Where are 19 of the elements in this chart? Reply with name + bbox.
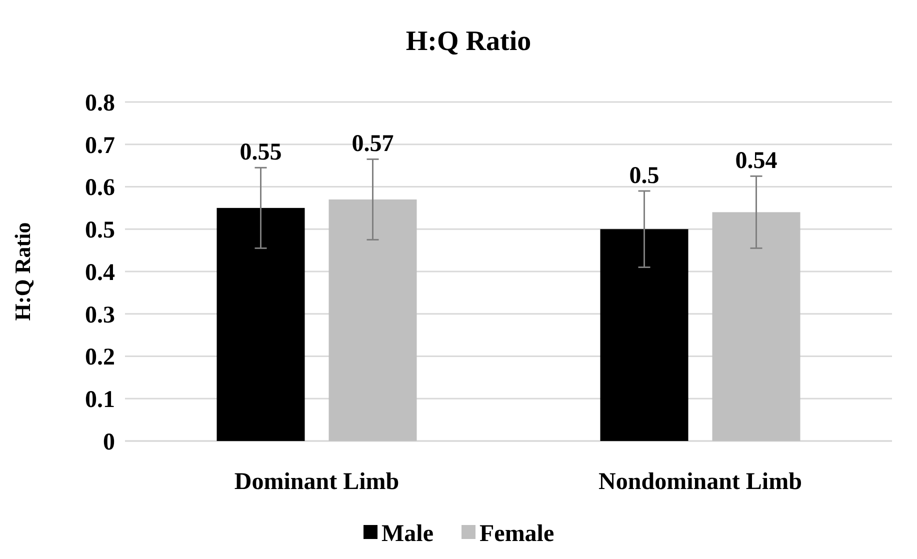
x-tick-label: Nondominant Limb xyxy=(598,469,802,495)
chart-title: H:Q Ratio xyxy=(406,26,532,57)
y-tick-label: 0.5 xyxy=(85,218,115,244)
y-axis-title: H:Q Ratio xyxy=(10,222,35,321)
y-tick-label: 0.1 xyxy=(85,387,115,414)
y-tick-label: 0.3 xyxy=(85,302,115,328)
y-tick-label: 0.7 xyxy=(85,132,115,159)
y-tick-label: 0 xyxy=(103,429,115,456)
y-tick-label: 0.2 xyxy=(85,344,115,371)
y-tick-label: 0.6 xyxy=(85,175,115,202)
legend-label: Female xyxy=(480,521,554,547)
y-tick-label: 0.8 xyxy=(85,90,115,116)
data-label: 0.55 xyxy=(240,140,282,166)
data-label: 0.5 xyxy=(629,162,660,189)
data-label: 0.54 xyxy=(735,148,778,174)
legend-label: Male xyxy=(382,521,434,547)
x-tick-label: Dominant Limb xyxy=(234,469,400,495)
y-tick-label: 0.4 xyxy=(85,260,115,286)
data-label: 0.57 xyxy=(352,131,394,158)
